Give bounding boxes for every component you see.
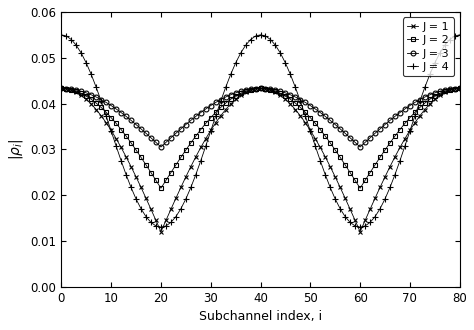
J = 3 <box>312 107 318 111</box>
Line: J = 4: J = 4 <box>58 32 463 230</box>
J = 4 <box>283 61 288 65</box>
J = 4 <box>422 85 428 89</box>
J = 3 <box>422 95 428 99</box>
J = 3 <box>158 145 164 149</box>
J = 2 <box>58 86 64 90</box>
J = 1 <box>407 128 413 132</box>
J = 2 <box>312 121 318 125</box>
X-axis label: Subchannel index, i: Subchannel index, i <box>199 310 322 323</box>
J = 1 <box>357 230 363 234</box>
J = 1 <box>312 137 318 141</box>
Line: J = 2: J = 2 <box>59 86 462 191</box>
J = 1 <box>422 108 428 112</box>
J = 2 <box>407 115 413 119</box>
J = 3 <box>457 86 463 90</box>
J = 4 <box>58 33 64 37</box>
J = 2 <box>158 186 164 190</box>
J = 3 <box>58 86 64 90</box>
Legend: J = 1, J = 2, J = 3, J = 4: J = 1, J = 2, J = 3, J = 4 <box>403 17 454 76</box>
J = 3 <box>387 118 393 122</box>
J = 1 <box>457 86 463 90</box>
Line: J = 1: J = 1 <box>59 86 462 234</box>
Y-axis label: $|\rho_i|$: $|\rho_i|$ <box>7 139 25 160</box>
J = 3 <box>283 91 288 95</box>
J = 3 <box>407 104 413 108</box>
J = 1 <box>283 97 288 101</box>
J = 1 <box>387 165 393 169</box>
J = 2 <box>283 94 288 98</box>
J = 2 <box>357 186 363 190</box>
J = 2 <box>387 141 393 145</box>
J = 4 <box>158 225 164 229</box>
J = 4 <box>407 129 413 133</box>
J = 4 <box>387 185 393 189</box>
J = 2 <box>422 101 428 105</box>
J = 4 <box>357 225 363 229</box>
J = 3 <box>357 145 363 149</box>
J = 4 <box>457 33 463 37</box>
J = 2 <box>457 86 463 90</box>
Line: J = 3: J = 3 <box>59 86 462 149</box>
J = 1 <box>58 86 64 90</box>
J = 1 <box>158 230 164 234</box>
J = 4 <box>312 144 318 148</box>
